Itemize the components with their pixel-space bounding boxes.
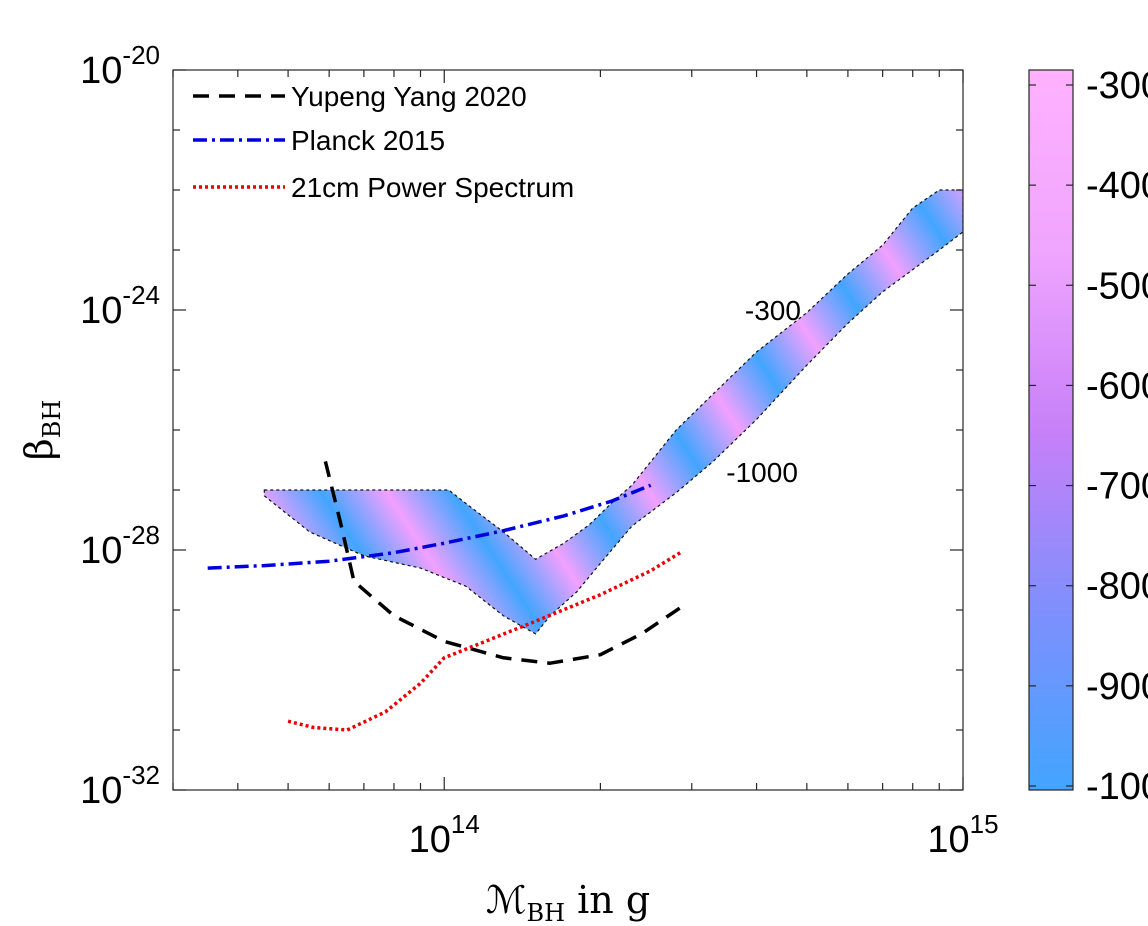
axis-ticks: 1014 1015 10-20 10-24 10-28 10-32	[80, 40, 998, 861]
colorbar-tick-label: -500	[1086, 265, 1148, 307]
y-tick-label: 10-20	[80, 40, 160, 92]
y-tick-label: 10-32	[80, 760, 160, 812]
y-tick-label: 10-24	[80, 280, 160, 332]
contour-labels: -300 -1000	[726, 295, 801, 488]
axis-labels: ℳBH in g βBH	[17, 400, 650, 926]
colorbar-tick-label: -800	[1086, 566, 1148, 608]
colorbar-tick-label: -300	[1086, 65, 1148, 107]
y-tick-label: 10-28	[80, 520, 160, 572]
x-tick-label: 1015	[927, 809, 998, 861]
x-axis-label: ℳBH in g	[486, 878, 650, 926]
legend: Yupeng Yang 2020 Planck 2015 21cm Power …	[193, 81, 574, 203]
legend-label-yang: Yupeng Yang 2020	[291, 81, 527, 112]
series-line-yupeng-yang-2020	[323, 460, 686, 665]
region-contour	[263, 189, 963, 635]
colorbar-tick-label: -1000	[1086, 766, 1148, 808]
x-tick-label: 1014	[409, 809, 480, 861]
y-axis-label: βBH	[17, 400, 66, 461]
colorbar-frame	[1028, 69, 1074, 791]
legend-label-planck: Planck 2015	[291, 125, 445, 156]
contour-label-low: -1000	[726, 457, 798, 488]
legend-label-21cm: 21cm Power Spectrum	[291, 172, 574, 203]
colorbar-tick-label: -700	[1086, 466, 1148, 508]
colorbar: -300 -400 -500 -600 -700 -800 -900 -1000	[1028, 65, 1148, 808]
colorbar-tick-label: -400	[1086, 165, 1148, 207]
series-layer	[207, 460, 686, 732]
colorbar-ticks: -300 -400 -500 -600 -700 -800 -900 -1000	[1029, 65, 1148, 808]
colorbar-tick-label: -900	[1086, 666, 1148, 708]
plot-area	[173, 70, 963, 790]
colorbar-gradient	[1029, 70, 1073, 790]
series-line-21cm-power-spectrum	[287, 551, 682, 732]
contour-label-high: -300	[745, 295, 801, 326]
colorbar-tick-label: -600	[1086, 365, 1148, 407]
